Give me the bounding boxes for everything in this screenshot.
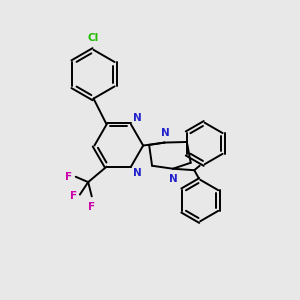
Text: Cl: Cl [88,33,99,43]
Text: N: N [134,168,142,178]
Text: N: N [161,128,170,138]
Text: F: F [70,191,77,201]
Text: N: N [169,174,178,184]
Text: F: F [88,202,95,212]
Text: N: N [134,113,142,123]
Text: F: F [65,172,72,182]
